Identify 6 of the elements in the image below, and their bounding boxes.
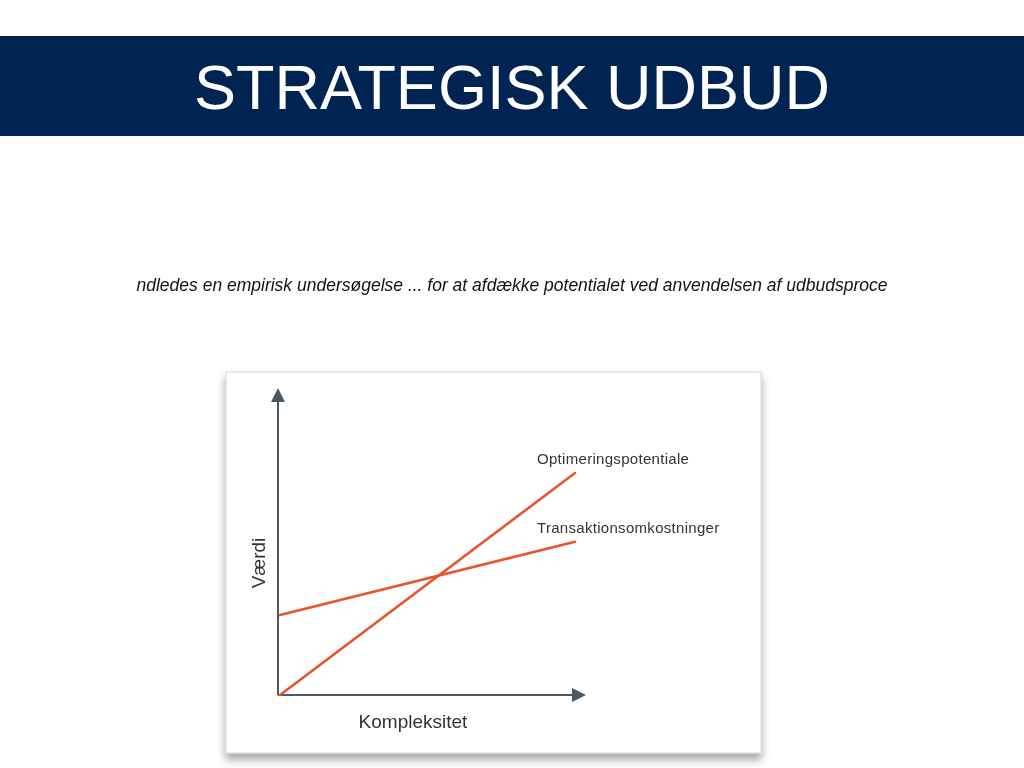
- series-label: Transaktionsomkostninger: [537, 518, 720, 536]
- x-axis-title: Kompleksitet: [358, 711, 469, 732]
- chart-subtitle: ndledes en empirisk undersøgelse ... for at afdække potentialet ved anvendelsen af udbudsproce: [136, 275, 888, 295]
- series-label: Optimeringspotentiale: [537, 450, 690, 467]
- y-axis-title: Værdi: [248, 537, 269, 589]
- chart-title: STRATEGISK UDBUD: [194, 52, 830, 122]
